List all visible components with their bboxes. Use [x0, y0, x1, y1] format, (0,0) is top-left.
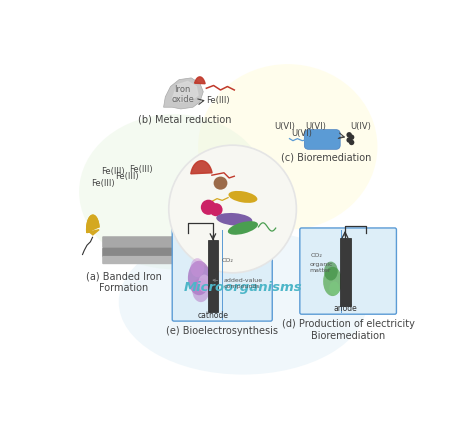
Text: Fe(III): Fe(III)	[101, 167, 125, 176]
Text: cathode: cathode	[197, 311, 228, 320]
Polygon shape	[87, 215, 99, 235]
Text: (d) Production of electricity
Bioremediation: (d) Production of electricity Bioremedia…	[282, 319, 415, 341]
Ellipse shape	[216, 213, 252, 226]
Ellipse shape	[228, 191, 257, 203]
Text: Fe(III): Fe(III)	[206, 96, 229, 105]
Bar	[339, 238, 351, 306]
Circle shape	[349, 134, 355, 140]
Polygon shape	[195, 77, 205, 84]
Text: Fe(III): Fe(III)	[115, 172, 139, 181]
Polygon shape	[172, 82, 198, 102]
Circle shape	[346, 132, 352, 138]
Ellipse shape	[192, 278, 210, 302]
Text: U(VI): U(VI)	[274, 122, 295, 131]
FancyBboxPatch shape	[300, 228, 396, 314]
Polygon shape	[191, 161, 212, 174]
Text: (b) Metal reduction: (b) Metal reduction	[137, 114, 231, 124]
Circle shape	[346, 137, 352, 143]
Circle shape	[210, 203, 223, 216]
Text: Fe(III): Fe(III)	[129, 165, 153, 174]
Text: anode: anode	[333, 304, 357, 313]
Text: (a) Banded Iron
Formation: (a) Banded Iron Formation	[86, 271, 162, 293]
Text: Iron
oxide: Iron oxide	[171, 85, 194, 104]
Text: Microorganisms: Microorganisms	[183, 281, 302, 294]
Ellipse shape	[79, 114, 269, 269]
Ellipse shape	[323, 267, 342, 296]
Ellipse shape	[191, 258, 204, 277]
FancyBboxPatch shape	[102, 236, 177, 248]
FancyBboxPatch shape	[172, 228, 272, 321]
Circle shape	[349, 140, 355, 145]
Ellipse shape	[188, 261, 210, 295]
FancyBboxPatch shape	[102, 248, 177, 257]
Text: (e) Bioelectrosynthesis: (e) Bioelectrosynthesis	[166, 326, 278, 336]
Text: CO₂: CO₂	[310, 253, 322, 258]
Text: U(IV): U(IV)	[350, 122, 371, 131]
Text: organic
matter: organic matter	[309, 262, 333, 273]
Circle shape	[169, 145, 296, 273]
Ellipse shape	[228, 221, 258, 235]
Ellipse shape	[198, 275, 210, 292]
FancyBboxPatch shape	[304, 129, 340, 149]
Text: U(VI): U(VI)	[291, 129, 312, 138]
Text: Fe(III): Fe(III)	[91, 179, 115, 188]
Ellipse shape	[119, 230, 367, 375]
Ellipse shape	[198, 64, 377, 230]
Polygon shape	[164, 78, 203, 109]
Text: U(VI): U(VI)	[305, 122, 326, 131]
Text: added-value
compounds: added-value compounds	[213, 278, 263, 289]
Text: CO₂: CO₂	[221, 258, 233, 263]
FancyBboxPatch shape	[102, 256, 177, 264]
Bar	[208, 240, 218, 313]
Ellipse shape	[324, 262, 338, 280]
Circle shape	[201, 200, 216, 215]
Ellipse shape	[329, 281, 339, 295]
Text: (c) Bioremediation: (c) Bioremediation	[281, 152, 371, 162]
Ellipse shape	[214, 177, 228, 190]
Polygon shape	[87, 215, 99, 233]
